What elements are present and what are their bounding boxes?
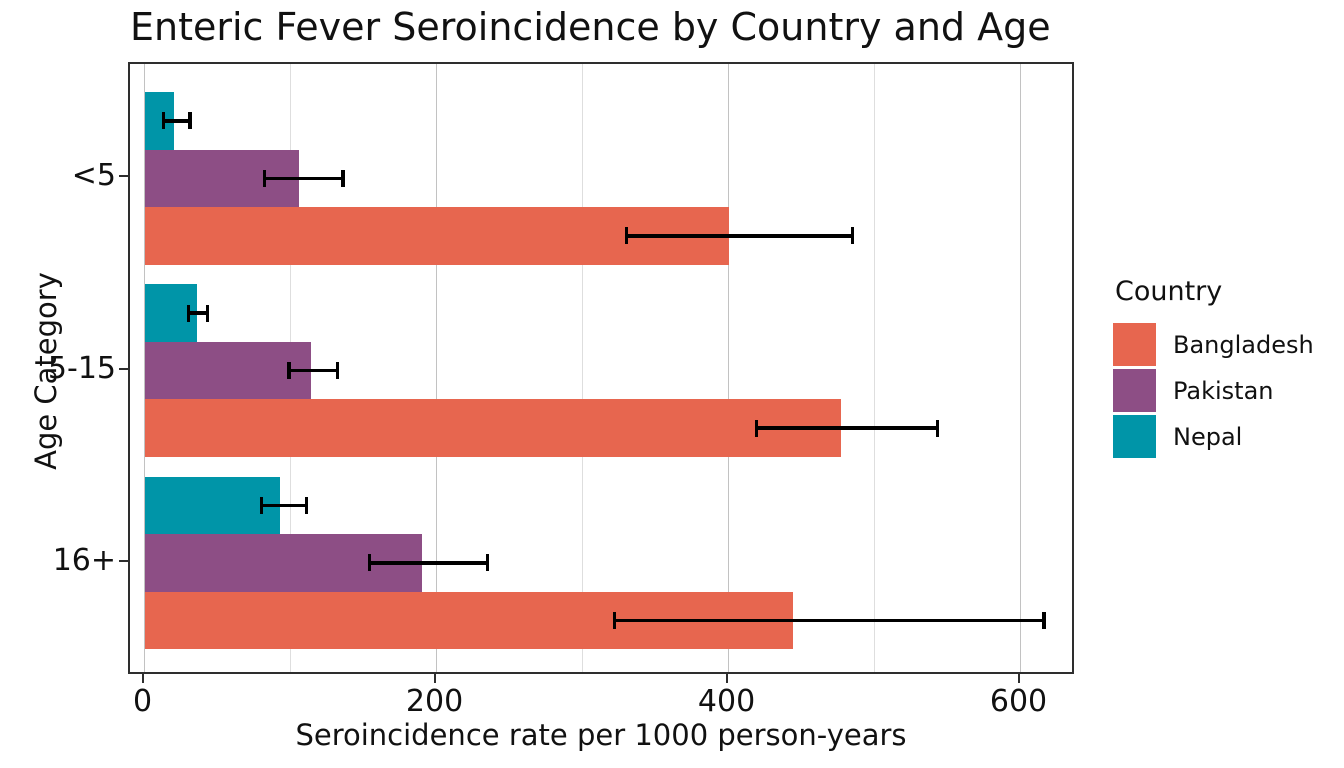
error-bar-cap-high <box>935 419 940 437</box>
error-bar-nepal-3 <box>261 503 307 508</box>
error-bar-cap-low <box>624 227 629 245</box>
legend: Country Bangladesh Pakistan Nepal <box>1113 276 1314 461</box>
error-bar-pakistan-2 <box>289 368 338 373</box>
error-bar-cap-high <box>188 112 192 130</box>
y-tick-mark <box>119 367 128 370</box>
x-tick-mark <box>1017 674 1020 683</box>
error-bar-cap-low <box>259 496 264 514</box>
error-bar-cap-low <box>754 419 759 437</box>
error-bar-cap-high <box>1042 611 1046 629</box>
x-tick-mark <box>433 674 436 683</box>
x-tick-label: 200 <box>405 684 464 719</box>
gridline-minor <box>581 64 583 672</box>
bar-pakistan-2 <box>144 341 312 400</box>
legend-label-nepal: Nepal <box>1173 422 1243 451</box>
error-bar-cap-high <box>304 496 309 514</box>
y-tick-label: 5-15 <box>47 350 116 386</box>
legend-swatch-bangladesh <box>1113 323 1156 366</box>
error-bar-cap-low <box>161 112 166 130</box>
error-bar-cap-high <box>850 227 855 245</box>
legend-title: Country <box>1115 276 1223 307</box>
error-bar-cap-low <box>367 554 372 572</box>
error-bar-cap-low <box>612 611 617 629</box>
x-tick-label: 600 <box>989 684 1048 719</box>
y-tick-mark <box>119 175 128 178</box>
y-axis-title: Age Category <box>29 272 63 470</box>
legend-label-bangladesh: Bangladesh <box>1173 330 1314 359</box>
error-bar-cap-high <box>341 169 345 187</box>
legend-swatch-nepal <box>1113 415 1156 458</box>
error-bar-nepal-1 <box>163 119 190 123</box>
error-bar-cap-low <box>262 169 267 187</box>
gridline-major <box>143 64 145 672</box>
error-bar-pakistan-3 <box>369 561 488 565</box>
error-bar-bangladesh-1 <box>626 234 853 238</box>
chart-title: Enteric Fever Seroincidence by Country a… <box>130 5 1051 49</box>
x-tick-mark <box>141 674 144 683</box>
gridline-major <box>727 64 729 672</box>
legend-label-pakistan: Pakistan <box>1173 376 1274 405</box>
error-bar-cap-low <box>287 362 291 380</box>
y-tick-mark <box>119 559 128 562</box>
error-bar-nepal-2 <box>188 311 208 315</box>
x-tick-label: 400 <box>697 684 756 719</box>
plot-area <box>128 62 1074 674</box>
legend-item-bangladesh: Bangladesh <box>1113 323 1314 366</box>
error-bar-bangladesh-3 <box>614 618 1044 623</box>
x-axis-title: Seroincidence rate per 1000 person-years <box>295 718 907 752</box>
x-tick-mark <box>725 674 728 683</box>
bar-nepal-3 <box>144 476 281 535</box>
gridline-minor <box>873 64 875 672</box>
x-tick-label: 0 <box>133 684 153 719</box>
error-bar-cap-high <box>205 304 210 322</box>
legend-swatch-pakistan <box>1113 369 1156 412</box>
error-bar-pakistan-1 <box>264 176 344 180</box>
gridline-major <box>1019 64 1021 672</box>
error-bar-bangladesh-2 <box>756 426 938 430</box>
gridline-major <box>435 64 437 672</box>
error-bar-cap-low <box>186 304 191 322</box>
y-tick-label: 16+ <box>52 542 116 578</box>
legend-items: Bangladesh Pakistan Nepal <box>1113 323 1314 458</box>
legend-item-nepal: Nepal <box>1113 415 1314 458</box>
error-bar-cap-high <box>485 554 490 572</box>
legend-item-pakistan: Pakistan <box>1113 369 1314 412</box>
y-tick-label: <5 <box>71 158 116 194</box>
error-bar-cap-high <box>335 362 340 380</box>
bar-bangladesh-2 <box>144 399 841 457</box>
